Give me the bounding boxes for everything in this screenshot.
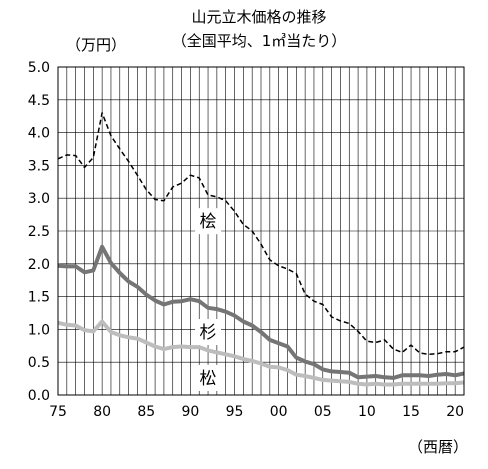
y-tick-label: 0.5	[28, 355, 50, 371]
y-tick-label: 0.0	[28, 388, 50, 404]
x-tick-label: 80	[93, 404, 111, 420]
chart-subtitle: （全国平均、1㎥当たり）	[172, 32, 347, 50]
x-tick-label: 90	[181, 404, 199, 420]
x-tick-label: 05	[314, 404, 332, 420]
y-tick-label: 1.5	[28, 290, 50, 306]
y-tick-label: 2.0	[28, 257, 50, 273]
y-tick-label: 1.0	[28, 322, 50, 338]
y-tick-label: 2.5	[28, 224, 50, 240]
x-tick-label: 85	[137, 404, 155, 420]
y-tick-label: 4.0	[28, 126, 50, 142]
x-tick-label: 00	[270, 404, 288, 420]
series-label-bg	[195, 364, 222, 391]
x-tick-label: 20	[446, 404, 464, 420]
x-tick-label: 75	[49, 404, 67, 420]
y-tick-labels: 0.0 0.5 1.0 1.5 2.0 2.5 3.0 3.5 4.0 4.5 5.0	[28, 60, 50, 404]
y-axis-label: （万円）	[66, 36, 126, 54]
x-tick-label: 10	[358, 404, 376, 420]
x-tick-label: 95	[226, 404, 244, 420]
y-tick-label: 3.0	[28, 191, 50, 207]
series-line-0	[57, 112, 465, 356]
series-label-bg	[195, 208, 222, 235]
series-label: 杉	[200, 323, 217, 343]
grid-lines	[58, 67, 464, 395]
series-label-bg	[195, 319, 222, 346]
plot-frame	[57, 66, 465, 396]
series-labels: 桧杉松	[195, 208, 222, 391]
x-axis-label: （西暦）	[408, 438, 468, 456]
x-tick-label: 15	[402, 404, 420, 420]
series-line-2	[57, 319, 465, 387]
y-tick-label: 5.0	[28, 60, 50, 76]
x-tick-labels: 75 80 85 90 95 00 05 10 15 20	[49, 404, 464, 420]
series-line-1	[57, 244, 465, 380]
chart-title: 山元立木価格の推移	[191, 8, 326, 26]
y-tick-label: 4.5	[28, 93, 50, 109]
series-label: 桧	[200, 212, 217, 232]
series-lines	[57, 112, 465, 387]
y-tick-label: 3.5	[28, 158, 50, 174]
series-label: 松	[200, 369, 217, 389]
